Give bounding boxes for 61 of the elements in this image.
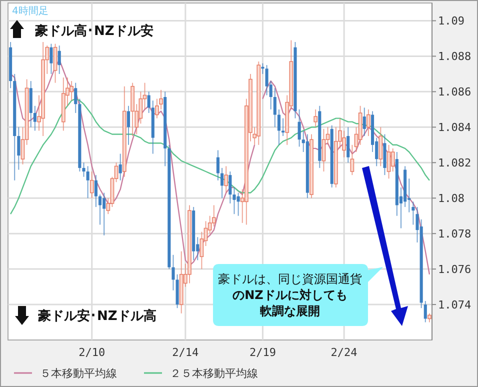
x-tick-label: 2/24	[330, 346, 358, 359]
candlestick	[90, 171, 94, 199]
candlestick	[138, 91, 143, 124]
candlestick	[126, 105, 130, 146]
candlestick	[273, 88, 276, 128]
y-tick-label: 1.088	[438, 50, 472, 64]
candlestick	[86, 166, 90, 199]
y-tick-label: 1.078	[438, 227, 472, 240]
candlestick	[322, 128, 326, 172]
annotation: のNZドルに対しても	[232, 288, 348, 302]
candlestick	[98, 194, 102, 226]
y-tick-label: 1.09	[438, 14, 464, 28]
candlestick	[172, 254, 175, 291]
candlestick	[94, 174, 98, 208]
y-tick-label: 1.074	[438, 298, 472, 312]
candlestick	[74, 82, 78, 114]
candlestick	[366, 108, 370, 137]
candlestick	[53, 43, 58, 84]
legend-label: ２５本移動平均線	[170, 366, 258, 380]
candlestick	[362, 107, 366, 137]
candlestick	[232, 186, 236, 215]
candlestick	[277, 108, 280, 146]
candlestick	[236, 192, 240, 216]
candlestick	[220, 167, 224, 199]
candlestick	[424, 300, 427, 323]
candlestick	[386, 144, 391, 180]
y-tick-label: 1.082	[438, 156, 472, 170]
y-tick-label: 1.086	[438, 86, 472, 99]
candlestick	[282, 118, 285, 137]
y-tick-label: 1.076	[438, 262, 472, 276]
candlestick	[350, 144, 354, 176]
candlestick	[33, 105, 36, 132]
candlestick	[200, 231, 204, 270]
candlestick	[390, 148, 395, 172]
candlestick	[265, 64, 268, 96]
candlestick	[58, 45, 61, 74]
candlestick	[102, 192, 106, 236]
candlestick	[298, 108, 301, 148]
annotation: 豪ドル安･NZドル高	[37, 308, 156, 324]
candlestick	[50, 43, 53, 74]
annotation: 豪ドルは、同じ資源国通貨	[218, 272, 362, 286]
y-tick-label: 1.08	[438, 192, 464, 205]
candlestick	[314, 108, 318, 128]
candlestick	[346, 126, 350, 164]
x-tick-label: 2/19	[249, 346, 276, 359]
x-tick-label: 2/10	[78, 346, 106, 359]
candlestick	[224, 166, 228, 194]
candlestick	[147, 91, 150, 114]
y-tick-label: 1.084	[438, 121, 472, 134]
candlestick	[228, 171, 232, 204]
candlestick	[118, 153, 122, 181]
annotation: 軟調な展開	[259, 304, 320, 318]
annotation: 4時間足	[12, 5, 48, 17]
candlestick	[412, 201, 415, 226]
candlestick	[82, 162, 86, 178]
candlestick	[216, 150, 220, 181]
candlestick	[17, 126, 20, 170]
legend-label: ５本移動平均線	[40, 366, 117, 380]
x-tick-label: 2/14	[172, 346, 200, 359]
candlestick	[378, 126, 383, 167]
annotation: 豪ドル高･NZドル安	[34, 23, 154, 39]
